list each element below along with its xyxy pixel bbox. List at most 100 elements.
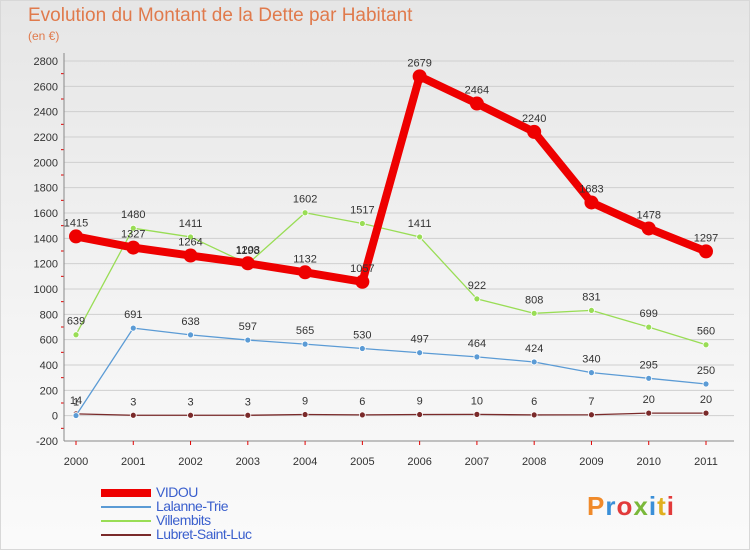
- data-label: 6: [359, 396, 365, 408]
- series-line-villembits: [75, 212, 707, 346]
- data-point: [588, 307, 595, 314]
- data-point: [358, 220, 366, 227]
- data-label: 6: [531, 396, 537, 408]
- legend-swatch: [101, 506, 151, 508]
- data-point: [72, 412, 80, 419]
- data-point: [416, 349, 424, 357]
- x-tick-label: 2010: [636, 456, 660, 468]
- data-point: [588, 411, 595, 419]
- series-line-vidou: [75, 72, 708, 286]
- data-label: 597: [239, 321, 257, 333]
- data-point: [645, 374, 653, 382]
- data-point: [416, 411, 424, 418]
- data-point: [129, 324, 137, 332]
- x-tick-label: 2002: [178, 456, 202, 468]
- data-point: [641, 221, 656, 236]
- data-label: 1203: [236, 244, 260, 256]
- data-point: [702, 409, 710, 417]
- x-tick-label: 2004: [293, 456, 317, 468]
- data-point: [187, 411, 194, 419]
- data-point: [416, 233, 424, 241]
- y-tick-label: 400: [40, 360, 58, 372]
- x-tick-label: 2000: [64, 456, 88, 468]
- data-label: 1480: [121, 209, 145, 221]
- data-point: [645, 323, 653, 331]
- data-label: 9: [417, 396, 423, 408]
- data-label: 1: [73, 397, 79, 409]
- data-point: [645, 409, 653, 417]
- series-line-lubret-saint-luc: [75, 412, 706, 416]
- data-label: 1411: [408, 218, 432, 230]
- data-label: 1264: [178, 237, 202, 249]
- legend-label: VIDOU: [156, 484, 198, 500]
- data-point: [187, 331, 194, 339]
- data-label: 1478: [636, 209, 660, 221]
- data-point: [699, 244, 713, 259]
- data-point: [298, 265, 313, 280]
- data-point: [530, 358, 538, 366]
- data-point: [412, 69, 427, 84]
- data-label: 7: [588, 396, 594, 408]
- data-label: 3: [187, 396, 193, 408]
- data-label: 639: [67, 316, 85, 328]
- y-tick-label: 1200: [34, 259, 58, 271]
- data-label: 424: [525, 343, 543, 355]
- data-label: 1517: [350, 205, 374, 217]
- data-point: [473, 410, 481, 418]
- data-point: [129, 411, 137, 419]
- data-label: 1415: [64, 217, 88, 229]
- data-label: 2240: [522, 113, 546, 125]
- data-point: [301, 411, 309, 418]
- data-label: 1132: [293, 253, 317, 265]
- data-point: [473, 295, 481, 303]
- proxiti-logo: Proxiti: [587, 491, 675, 521]
- data-point: [240, 256, 255, 271]
- data-label: 638: [181, 316, 199, 328]
- x-tick-label: 2005: [350, 456, 374, 468]
- x-tick-label: 2007: [465, 456, 489, 468]
- y-tick-label: 0: [52, 411, 58, 423]
- x-tick-label: 2009: [579, 456, 603, 468]
- data-label: 691: [124, 309, 142, 321]
- chart-title: Evolution du Montant de la Dette par Hab…: [28, 5, 413, 26]
- y-tick-label: -200: [36, 436, 58, 448]
- data-label: 922: [468, 280, 486, 292]
- chart-subtitle: (en €): [28, 29, 60, 43]
- data-label: 808: [525, 294, 543, 306]
- data-point: [588, 369, 595, 377]
- y-tick-label: 1800: [34, 183, 58, 195]
- data-point: [301, 209, 309, 217]
- x-tick-label: 2008: [522, 456, 546, 468]
- legend-swatch: [101, 489, 151, 497]
- series-line-lalanne-trie: [75, 327, 707, 416]
- data-point: [244, 336, 252, 344]
- data-point: [702, 380, 710, 388]
- x-tick-label: 2006: [407, 456, 431, 468]
- data-label: 1683: [579, 183, 603, 195]
- legend-label: Villembits: [156, 512, 211, 528]
- data-label: 3: [130, 396, 136, 408]
- data-label: 1411: [179, 218, 203, 230]
- data-label: 565: [296, 325, 314, 337]
- data-point: [530, 309, 538, 317]
- data-label: 464: [468, 338, 486, 350]
- data-label: 1198: [236, 245, 260, 257]
- data-label: 10: [471, 395, 483, 407]
- y-tick-label: 1000: [34, 284, 58, 296]
- data-label: 1327: [121, 229, 145, 241]
- data-point: [187, 233, 194, 241]
- data-point: [530, 411, 538, 419]
- y-tick-label: 1600: [34, 208, 58, 220]
- data-label: 14: [70, 395, 82, 407]
- data-label: 250: [697, 365, 715, 377]
- y-tick-label: 2200: [34, 132, 58, 144]
- data-label: 340: [582, 354, 600, 366]
- data-point: [584, 195, 599, 210]
- data-label: 1057: [350, 263, 374, 275]
- y-tick-label: 2800: [34, 56, 58, 68]
- data-label: 831: [582, 291, 600, 303]
- y-tick-label: 2400: [34, 107, 58, 119]
- data-point: [358, 411, 366, 419]
- data-point: [129, 224, 137, 232]
- data-point: [72, 331, 80, 339]
